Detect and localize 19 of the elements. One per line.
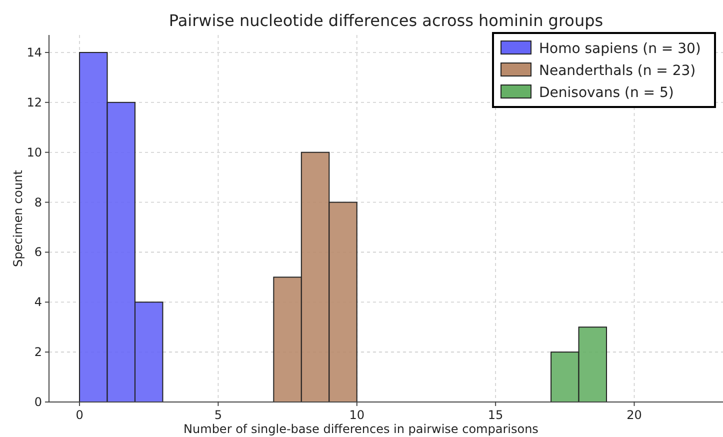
x-tick-label: 15 (488, 408, 504, 422)
x-axis-title: Number of single-base differences in pairwise comparisons (184, 422, 538, 436)
y-tick-label: 14 (26, 45, 42, 60)
y-tick-label: 0 (34, 395, 42, 409)
y-axis-title: Specimen count (11, 170, 25, 267)
x-tick-label: 10 (349, 408, 365, 422)
y-tick-label: 12 (26, 95, 42, 110)
y-tick-label: 10 (26, 145, 42, 160)
chart-title: Pairwise nucleotide differences across hominin groups (168, 11, 604, 30)
x-tick-label: 0 (76, 408, 84, 422)
y-tick-label: 4 (34, 295, 42, 310)
x-tick-label: 20 (626, 408, 642, 422)
y-tick-label: 6 (34, 245, 42, 260)
legend-label: Denisovans (n = 5) (539, 85, 674, 101)
legend-label: Neanderthals (n = 23) (539, 63, 696, 79)
y-tick-label: 2 (34, 345, 42, 360)
legend-label: Homo sapiens (n = 30) (539, 41, 701, 57)
x-tick-label: 5 (214, 408, 222, 422)
y-tick-label: 8 (34, 195, 42, 210)
